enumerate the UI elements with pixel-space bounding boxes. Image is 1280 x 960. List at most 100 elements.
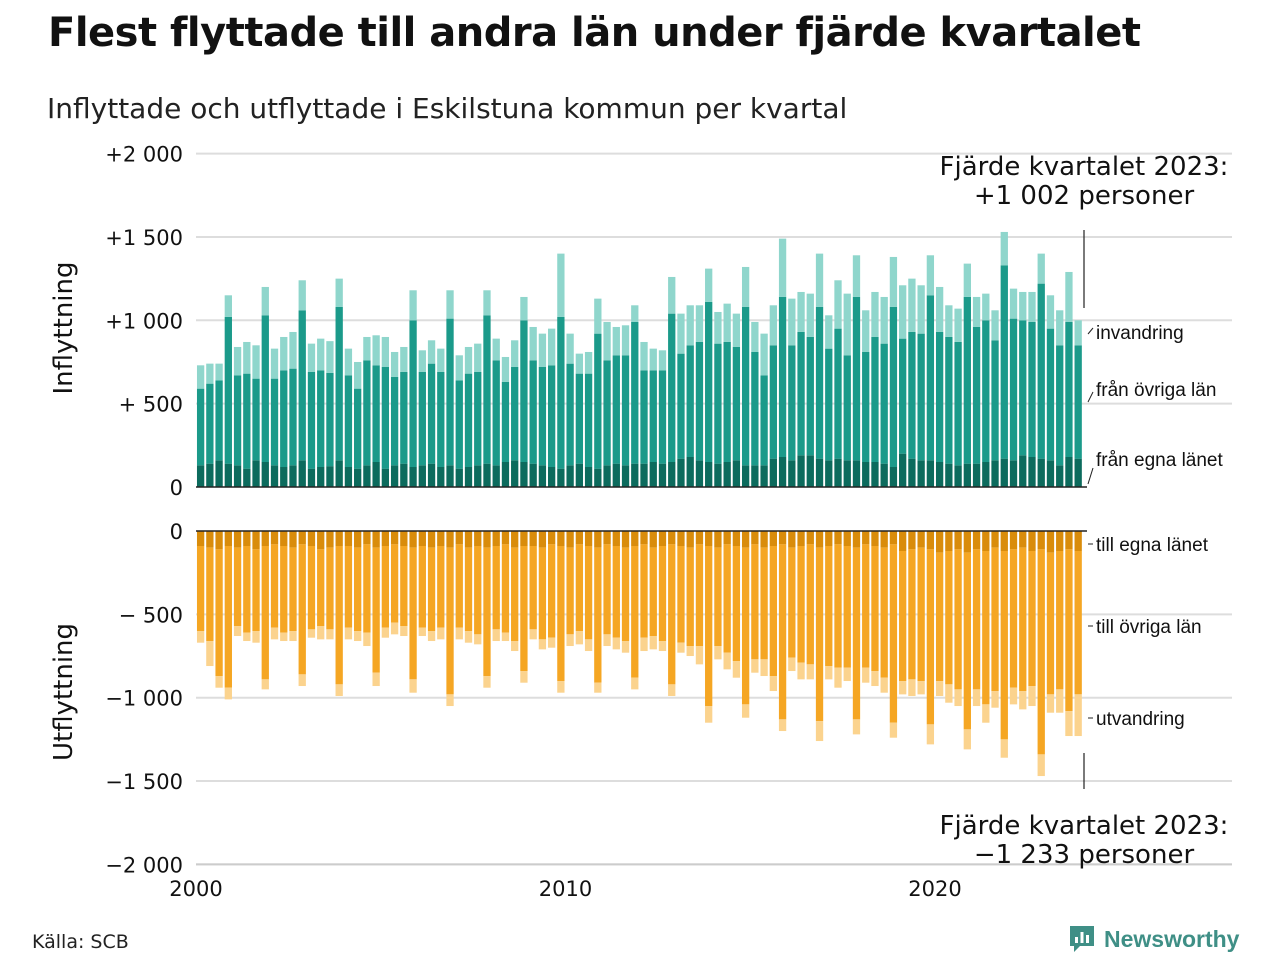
- utflytt-bar-ext: [511, 641, 519, 652]
- utflytt-bar-ext: [843, 667, 851, 682]
- inflytt-bar-ext: [307, 343, 316, 372]
- inflytt-bar-egna: [880, 463, 888, 487]
- inflytt-bar-ovriga: [1056, 345, 1064, 466]
- utflytt-bar-egna: [520, 531, 528, 546]
- inflytt-bar-ovriga: [751, 351, 759, 466]
- utflytt-bar-egna: [649, 531, 657, 548]
- inflytt-bar-ovriga: [880, 343, 888, 464]
- inflytt-bar-ovriga: [520, 320, 528, 462]
- utflytt-bar-ovriga: [1019, 547, 1027, 692]
- inflytt-bar-egna: [529, 463, 537, 487]
- inflytt-bar-ovriga: [908, 331, 916, 459]
- utflytt-bar-ext: [427, 631, 436, 642]
- inflytt-bar-ovriga: [649, 370, 657, 462]
- inflytt-bar-ext: [280, 336, 288, 371]
- utflytt-bar-egna: [926, 531, 935, 550]
- inflytt-bar-egna: [215, 460, 223, 487]
- brand-logo: Newsworthy: [1068, 924, 1239, 954]
- utflytt-bar-ext: [889, 722, 898, 738]
- inflytt-bar-egna: [196, 465, 205, 487]
- inflytt-bar-ovriga: [843, 355, 851, 461]
- utflytt-bar-ovriga: [843, 546, 851, 668]
- inflytt-bar-ovriga: [871, 336, 879, 462]
- utflytt-bar-egna: [215, 531, 223, 550]
- inflytt-bar-egna: [307, 468, 316, 487]
- inflytt-bar-ext: [390, 351, 399, 377]
- inflytt-bar-ext: [640, 341, 648, 371]
- utflytt-bar-ovriga: [899, 551, 907, 682]
- inflytt-bar-ovriga: [1046, 328, 1055, 461]
- utflytt-bar-ovriga: [871, 546, 879, 672]
- inflytt-bar-ovriga: [862, 351, 870, 462]
- utflytt-bar-egna: [982, 531, 990, 551]
- utflytt-bar-ext: [594, 682, 602, 693]
- inflytt-bar-ovriga: [963, 296, 971, 464]
- utflytt-bar-egna: [658, 531, 667, 546]
- inflytt-bar-ovriga: [584, 373, 593, 467]
- utflytt-bar-egna: [261, 531, 269, 546]
- inflytt-bar-ext: [778, 238, 787, 297]
- utflytt-bar-egna: [917, 531, 925, 548]
- inflytt-bar-egna: [483, 463, 491, 487]
- utflytt-bar-ext: [390, 622, 399, 635]
- annotation-top-line2: +1 002 personer: [974, 181, 1195, 211]
- inflytt-bar-ext: [917, 285, 925, 334]
- inflytt-bar-egna: [732, 460, 741, 487]
- inflytt-bar-egna: [640, 463, 648, 487]
- utflytt-bar-egna: [1046, 531, 1055, 553]
- inflytt-bar-ovriga: [760, 375, 768, 466]
- utflytt-bar-ext: [224, 687, 232, 700]
- inflytt-bar-egna: [908, 458, 916, 487]
- utflytt-bar-ovriga: [206, 547, 214, 642]
- inflytt-bar-ovriga: [788, 345, 796, 461]
- inflytt-bar-egna: [926, 460, 935, 487]
- inflytt-bar-egna: [501, 462, 510, 487]
- inflytt-bar-ovriga: [427, 363, 436, 464]
- utflytt-bar-ovriga: [409, 547, 417, 680]
- inflytt-bar-egna: [566, 465, 574, 487]
- series-label-leader: [1087, 327, 1094, 335]
- utflytt-bar-ext: [760, 659, 768, 677]
- utflytt-bar-egna: [317, 531, 325, 550]
- utflytt-bar-ext: [409, 679, 417, 693]
- utflytt-bar-egna: [390, 531, 399, 545]
- utflytt-bar-ext: [464, 631, 473, 643]
- utflytt-bar-ovriga: [945, 551, 953, 685]
- utflytt-bar-ext: [806, 664, 814, 680]
- utflytt-bar-ovriga: [788, 547, 796, 658]
- x-tick-label: 2010: [539, 877, 592, 901]
- utflytt-bar-ext: [215, 676, 223, 688]
- y-tick-label-bottom: − 500: [119, 603, 183, 627]
- series-label-bottom: till övriga län: [1096, 617, 1202, 638]
- inflytt-bar-ovriga: [529, 360, 537, 464]
- inflytt-bar-ovriga: [723, 341, 731, 462]
- utflytt-bar-egna: [326, 531, 334, 548]
- inflytt-bar-ovriga: [1037, 283, 1045, 459]
- inflytt-bar-egna: [862, 462, 870, 487]
- utflytt-bar-ext: [483, 676, 491, 688]
- inflytt-bar-ext: [705, 268, 713, 302]
- utflytt-bar-egna: [871, 531, 879, 546]
- utflytt-bar-ext: [557, 681, 565, 693]
- inflytt-bar-ovriga: [806, 336, 814, 456]
- utflytt-bar-ovriga: [889, 544, 898, 723]
- inflytt-bar-ext: [926, 255, 935, 296]
- utflytt-bar-ext: [1019, 691, 1027, 710]
- utflytt-bar-ext: [908, 679, 916, 697]
- utflytt-bar-egna: [889, 531, 898, 545]
- utflytt-bar-egna: [815, 531, 824, 548]
- utflytt-bar-egna: [575, 531, 584, 545]
- utflytt-bar-ext: [1046, 694, 1055, 713]
- y-tick-label-top: +2 000: [105, 143, 183, 167]
- inflytt-bar-ext: [344, 348, 353, 376]
- utflytt-bar-ext: [455, 627, 463, 640]
- inflytt-bar-ovriga: [889, 306, 898, 467]
- utflytt-bar-egna: [778, 531, 787, 545]
- series-label-bottom: till egna länet: [1096, 535, 1209, 556]
- inflytt-bar-ovriga: [344, 375, 353, 467]
- inflytt-bar-ext: [825, 315, 833, 349]
- inflytt-bar-ovriga: [834, 328, 842, 459]
- inflytt-bar-ovriga: [307, 371, 316, 469]
- utflytt-bar-ovriga: [982, 551, 990, 705]
- utflytt-bar-ext: [640, 637, 648, 652]
